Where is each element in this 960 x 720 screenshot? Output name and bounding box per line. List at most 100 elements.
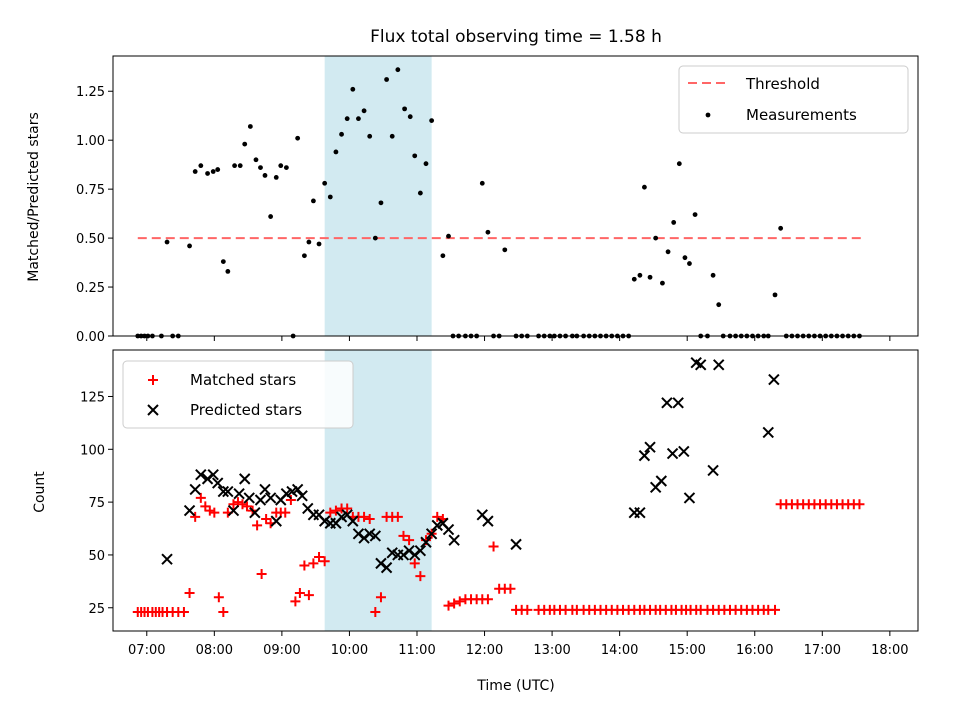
predicted-stars-point <box>347 515 359 527</box>
measurement-point <box>642 184 647 190</box>
predicted-stars-point <box>666 447 679 460</box>
predicted-stars-point <box>227 504 240 517</box>
measurement-point <box>429 118 435 124</box>
predicted-stars-point <box>672 397 684 409</box>
x-tick-label: 16:00 <box>736 643 773 658</box>
predicted-stars-point <box>296 490 308 502</box>
matched-stars-point <box>218 606 229 617</box>
matched-stars-point <box>195 492 206 503</box>
x-tick-label: 17:00 <box>804 643 841 658</box>
measurement-point <box>205 171 210 176</box>
predicted-stars-point <box>482 515 494 527</box>
measurement-point <box>327 194 333 200</box>
y-tick-label: 0.00 <box>76 330 105 345</box>
matched-stars-point <box>299 560 310 571</box>
y-tick-label: 0.25 <box>76 281 105 296</box>
matched-stars-point <box>398 530 409 541</box>
y-tick-label: 0.50 <box>76 232 105 247</box>
measurement-point <box>350 86 356 92</box>
count-plot-frame <box>112 349 919 632</box>
measurement-point <box>412 153 418 159</box>
matched-stars-point <box>454 596 465 607</box>
predicted-stars-point <box>183 504 196 517</box>
predicted-stars-point <box>189 483 201 496</box>
measurement-point <box>479 180 485 186</box>
matched-stars-point <box>178 606 189 617</box>
measurement-point <box>278 163 284 169</box>
matched-stars-point <box>241 501 252 512</box>
measurement-point <box>402 106 408 112</box>
matched-stars-point <box>228 499 239 510</box>
matched-stars-point <box>342 503 353 514</box>
measurement-point <box>247 124 253 129</box>
measurement-point <box>361 108 367 114</box>
measurement-point <box>198 163 204 169</box>
measurement-point <box>301 253 307 259</box>
count-y-axis-label: Count <box>32 471 48 513</box>
matched-stars-point <box>432 511 443 522</box>
predicted-stars-point <box>694 359 707 371</box>
legend-measurements-swatch <box>705 112 711 118</box>
measurement-point <box>446 233 451 239</box>
predicted-stars-point <box>420 536 432 548</box>
chart-title: Flux total observing time = 1.58 h <box>370 27 662 47</box>
measurement-point <box>653 235 659 241</box>
matched-stars-point <box>308 558 319 569</box>
measurement-point <box>772 292 778 298</box>
legend-box <box>122 360 354 429</box>
predicted-stars-point <box>217 485 230 498</box>
predicted-stars-point <box>264 492 277 504</box>
matched-stars-point <box>392 511 403 522</box>
y-tick-label: 50 <box>88 549 105 564</box>
measurement-point <box>187 243 192 249</box>
matched-stars-point <box>325 507 336 518</box>
predicted-stars-point <box>414 545 427 557</box>
measurement-point <box>192 169 198 174</box>
predicted-stars-point <box>254 494 267 506</box>
predicted-stars-point <box>369 530 382 542</box>
matched-stars-point <box>319 556 330 567</box>
measurement-point <box>164 239 170 245</box>
predicted-stars-point <box>211 477 224 489</box>
measurement-point <box>210 169 216 174</box>
matched-stars-point <box>482 594 493 605</box>
measurement-point <box>356 116 361 122</box>
predicted-stars-point <box>638 449 651 462</box>
y-tick-label: 25 <box>88 602 105 617</box>
measurement-point <box>232 163 237 169</box>
measurement-point <box>778 225 784 231</box>
x-tick-label: 11:00 <box>398 643 435 658</box>
predicted-stars-point <box>243 492 255 504</box>
matched-stars-point <box>252 520 263 531</box>
predicted-stars-point <box>510 538 522 551</box>
count-panel: 25 50 75 100 125 07:00 08:00 09:00 10:00 11:00 12:… <box>80 349 919 658</box>
measurement-point <box>676 161 682 167</box>
measurement-point <box>220 259 226 264</box>
measurement-point <box>687 261 692 266</box>
measurement-point <box>372 235 378 241</box>
matched-stars-point <box>505 583 516 594</box>
measurement-point <box>710 272 716 278</box>
measurement-point <box>417 190 423 196</box>
y-tick-label: 0.75 <box>76 183 105 198</box>
ratio-panel: 0.00 0.25 0.50 0.75 1.00 1.25 Threshold Measure… <box>76 55 919 345</box>
measurement-point <box>322 180 328 186</box>
predicted-stars-point <box>380 561 393 574</box>
legend-predicted-swatch <box>147 404 159 416</box>
matched-stars-point <box>770 604 781 615</box>
matched-stars-point <box>449 598 460 609</box>
predicted-stars-point <box>762 426 774 439</box>
measurement-point <box>258 165 263 171</box>
measurement-point <box>344 116 350 122</box>
matched-stars-point <box>237 499 248 510</box>
measurement-point <box>407 114 413 120</box>
predicted-stars-point <box>233 487 245 500</box>
matched-stars-point <box>290 596 301 607</box>
predicted-stars-point <box>634 506 646 519</box>
x-tick-label: 10:00 <box>331 643 368 658</box>
matched-stars-point <box>854 499 865 510</box>
x-tick-label: 09:00 <box>263 643 300 658</box>
measurement-point <box>502 247 508 253</box>
matched-stars-point <box>370 606 381 617</box>
predicted-stars-point <box>270 515 282 527</box>
